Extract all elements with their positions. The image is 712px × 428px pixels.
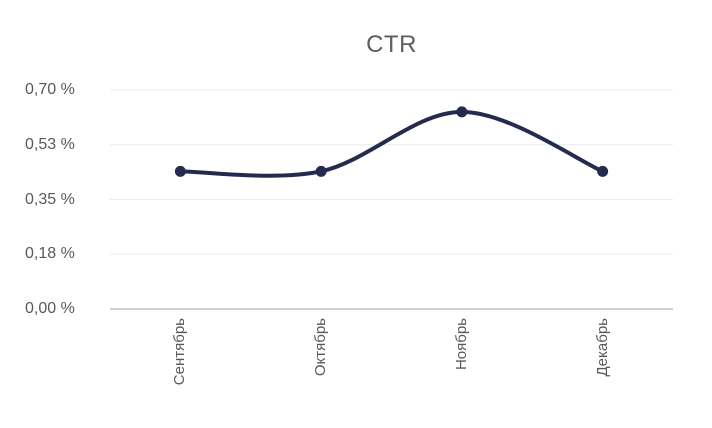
y-tick-label: 0,35 % — [25, 190, 75, 208]
data-point — [597, 165, 609, 177]
x-tick-label: Декабрь — [593, 318, 611, 377]
data-point — [456, 106, 468, 118]
chart-title: CTR — [366, 31, 417, 58]
x-tick-label: Октябрь — [312, 318, 330, 377]
data-point — [315, 165, 327, 177]
x-tick-label: Сентябрь — [171, 318, 189, 386]
ctr-line-series — [178, 109, 605, 178]
x-tick-label: Ноябрь — [452, 318, 470, 371]
data-point — [174, 165, 186, 177]
y-tick-label: 0,53 % — [25, 135, 75, 153]
y-tick-label: 0,18 % — [25, 245, 75, 263]
y-tick-label: 0,70 % — [25, 81, 75, 98]
y-tick-label: 0,00 % — [25, 300, 75, 317]
plot-area — [110, 89, 673, 310]
